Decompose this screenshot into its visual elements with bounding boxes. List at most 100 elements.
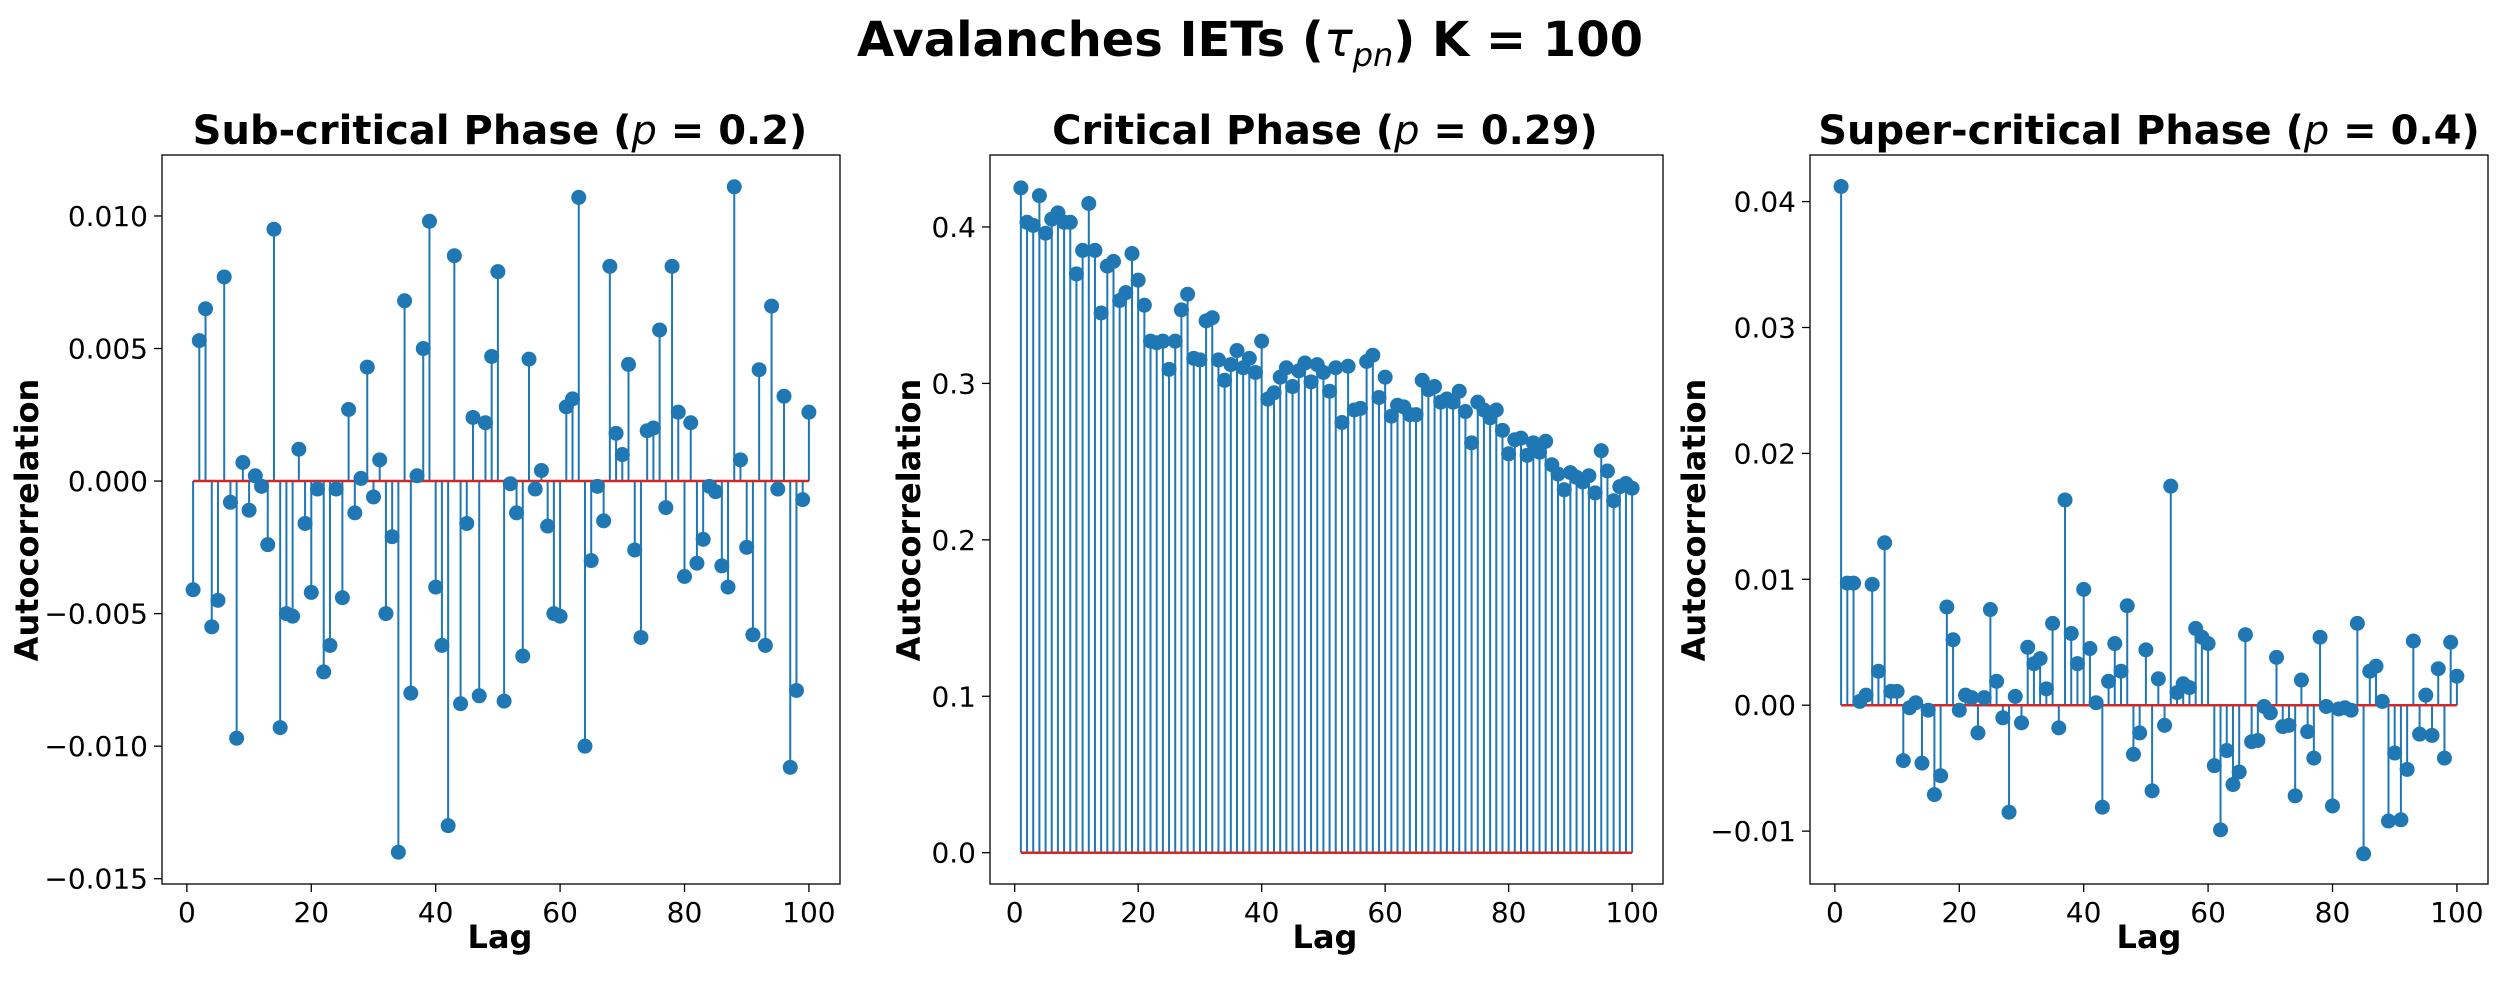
y-tick-label: −0.015 [44,863,148,896]
stem-marker [577,738,593,754]
stem-marker [1031,188,1047,204]
stem-marker [726,179,742,195]
stem-marker [1334,415,1350,431]
stem-marker [714,558,730,574]
stem-marker [297,515,313,531]
stem-marker [446,248,462,264]
stem-marker [1223,357,1239,373]
stem-marker [2163,478,2179,494]
stem-marker [1864,576,1880,592]
stem-marker [310,481,326,497]
stem-marker [1494,422,1510,438]
stem-marker [1013,180,1029,196]
stem-marker [285,608,301,624]
stem-marker [540,518,556,534]
stem-marker [2231,764,2247,780]
y-tick-label: 0.03 [1734,311,1796,344]
stem-marker [2063,625,2079,641]
y-tick-label: 0.0 [931,837,976,870]
stem-marker [1285,379,1301,395]
stem-marker [484,348,500,364]
stem-marker [1587,485,1603,501]
stem-marker [378,606,394,622]
stem-marker [1352,400,1368,416]
stem-marker [2293,672,2309,688]
stem-marker [384,529,400,545]
stem-marker [776,388,792,404]
stem-marker [1889,683,1905,699]
stem-marker [2412,726,2428,742]
stem-marker [1538,433,1554,449]
stem-marker [664,258,680,274]
stem-marker [1989,673,2005,689]
x-tick-label: 80 [667,896,703,929]
stem-marker [732,452,748,468]
stem-marker [2356,846,2372,862]
stem-marker [2206,758,2222,774]
stem-marker [1081,195,1097,211]
stem-marker [1383,408,1399,424]
stem-marker [1068,266,1084,282]
stem-marker [2007,688,2023,704]
x-tick-label: 0 [178,896,196,929]
stem-marker [1933,768,1949,784]
stem-marker [1105,253,1121,269]
y-axis-label: Autocorrelation [8,379,46,662]
stem-marker [652,322,668,338]
stem-marker [2436,750,2452,766]
y-tick-label: 0.2 [931,524,976,557]
stem-marker [782,759,798,775]
stem-marker [2430,661,2446,677]
stem-marker [602,258,618,274]
stem-marker [222,494,238,510]
stem-marker [1870,663,1886,679]
stem-marker [2101,673,2117,689]
stem-marker [2449,668,2465,684]
stem-marker [1266,385,1282,401]
stem-marker [1581,468,1597,484]
stem-marker [1920,702,1936,718]
stem-marker [509,505,525,521]
stem-marker [1167,333,1183,349]
stem-marker [695,531,711,547]
x-tick-label: 20 [293,896,329,929]
stem-marker [2374,693,2390,709]
stem-marker [1173,302,1189,318]
stem-marker [2250,732,2266,748]
stem-marker [2150,671,2166,687]
stem-marker [633,629,649,645]
stem-marker [2013,715,2029,731]
stem-marker [459,515,475,531]
stem-marker [415,341,431,357]
stem-marker [347,505,363,521]
x-tick-label: 40 [2066,896,2102,929]
stem-marker [2020,639,2036,655]
y-axis-label: Autocorrelation [1675,379,1713,662]
stem-marker [2181,680,2197,696]
stem-marker [527,481,543,497]
stem-marker [1155,333,1171,349]
stem-marker [2306,750,2322,766]
y-tick-label: 0.000 [68,465,148,498]
stem-marker [627,542,643,558]
stem-marker [1340,358,1356,374]
stem-marker [1488,402,1504,418]
stem-marker [1519,447,1535,463]
stem-marker [2225,777,2241,793]
stem-marker [390,844,406,860]
subplot-subcritical: Sub-critical Phase (p = 0.2) Lag Autocor… [8,108,841,956]
x-tick-label: 60 [542,896,578,929]
stem-marker [2119,598,2135,614]
stem-marker [1464,435,1480,451]
stem-marker [266,221,282,237]
x-tick-label: 100 [782,896,835,929]
stem-marker [272,720,288,736]
stem-marker [533,462,549,478]
stem-marker [676,568,692,584]
stem-marker [1297,355,1313,371]
subplot-supercritical: Super-critical Phase (p = 0.4) Lag Autoc… [1675,108,2489,956]
stem-marker [788,682,804,698]
x-tick-label: 40 [418,896,454,929]
stem-marker [2443,634,2459,650]
